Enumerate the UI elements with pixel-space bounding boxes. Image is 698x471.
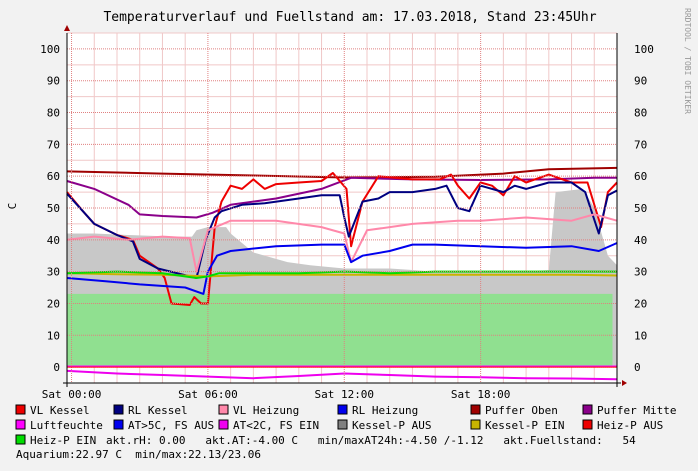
legend-label: Luftfeuchte [30,419,103,432]
legend-label: Puffer Oben [485,404,558,417]
series-line [66,270,617,279]
y-tick-label: 20 [47,297,60,310]
y-tick-label-right: 60 [634,170,647,183]
legend-label: RL Kessel [128,404,188,417]
x-tick-label: Sat 06:00 [178,388,238,401]
y-tick-label-right: 30 [634,266,647,279]
series-line [66,242,618,295]
series-area [67,293,617,368]
y-tick-label: 40 [47,234,60,247]
y-tick-label: 30 [47,266,60,279]
y-tick-label: 50 [47,202,60,215]
y-tick-label-right: 50 [634,202,647,215]
y-tick-label-right: 0 [634,361,641,374]
legend-label: Puffer Mitte [597,404,676,417]
legend-label: Heiz-P AUS [597,419,663,432]
x-tick-label: Sat 18:00 [451,388,511,401]
legend-swatch [337,404,348,415]
y-axis-arrow-icon [64,25,70,31]
series-line [66,176,617,219]
legend-label: Heiz-P EIN [30,434,96,447]
legend-swatch [218,404,229,415]
aquarium-readout: Aquarium:22.97 C min/max:22.13/23.06 [16,448,261,461]
legend-swatch [582,404,593,415]
y-tick-label: 10 [47,329,60,342]
x-tick-label: Sat 00:00 [42,388,102,401]
legend-label: Kessel-P EIN [485,419,564,432]
series-line [66,213,618,273]
legend-label: VL Kessel [30,404,90,417]
series-line [66,272,618,278]
legend-label: AT>5C, FS AUS [128,419,214,432]
y-tick-label: 60 [47,170,60,183]
legend-swatch [113,404,124,415]
legend-swatch [337,419,348,430]
chart-title: Temperaturverlauf und Fuellstand am: 17.… [103,10,596,25]
y-tick-label-right: 80 [634,107,647,120]
y-tick-label: 70 [47,138,60,151]
legend-swatch [15,404,26,415]
y-tick-label: 0 [53,361,60,374]
series-line [66,172,618,306]
y-axis-label: C [6,203,19,210]
y-tick-label: 80 [47,107,60,120]
legend-swatch [15,434,26,445]
legend: VL Kessel RL Kessel VL Heizung RL Heizung Pu… [15,404,676,461]
x-tick-label: Sat 12:00 [314,388,374,401]
legend-swatch [582,419,593,430]
x-axis-arrow-icon [622,380,627,386]
legend-label: AT<2C, FS EIN [233,419,319,432]
legend-swatch [113,419,124,430]
legend-swatch [15,419,26,430]
y-tick-label: 100 [40,43,60,56]
status-readout: akt.rH: 0.00 akt.AT:-4.00 C min/maxAT24h… [106,434,636,447]
series-line [66,181,618,279]
legend-swatch [470,404,481,415]
legend-label: RL Heizung [352,404,418,417]
legend-swatch [218,419,229,430]
y-tick-label-right: 70 [634,138,647,151]
watermark: RRDTOOL / TOBI OETIKER [683,8,692,114]
y-tick-label-right: 40 [634,234,647,247]
plot-area: 0 0 10 10 20 20 30 30 40 40 50 50 60 60 70 70 80 80 90 90 10… [40,25,654,401]
legend-label: Kessel-P AUS [352,419,431,432]
y-tick-label-right: 100 [634,43,654,56]
y-tick-label: 90 [47,75,60,88]
legend-label: VL Heizung [233,404,299,417]
y-tick-label-right: 90 [634,75,647,88]
y-tick-label-right: 10 [634,329,647,342]
legend-swatch [470,419,481,430]
y-tick-label-right: 20 [634,297,647,310]
